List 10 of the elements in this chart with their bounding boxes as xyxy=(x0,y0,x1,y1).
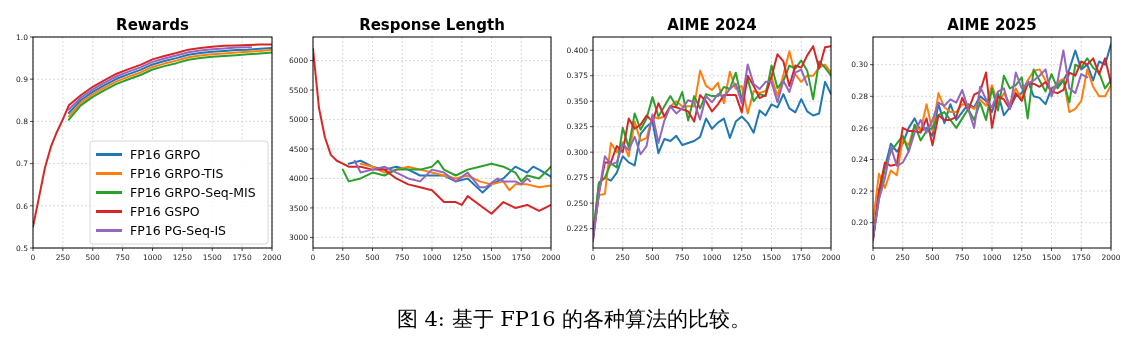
title: AIME 2024 xyxy=(667,16,757,34)
caption: 图 4: 基于 FP16 的各种算法的比较。 xyxy=(396,307,752,331)
title: Response Length xyxy=(359,16,505,34)
title: Rewards xyxy=(116,16,189,34)
legend-label: FP16 GRPO xyxy=(130,147,201,162)
legend-label: FP16 GSPO xyxy=(130,204,200,219)
legend-label: FP16 PG-Seq-IS xyxy=(130,223,227,238)
legend-label: FP16 GRPO-Seq-MIS xyxy=(130,185,256,200)
legend-label: FP16 GRPO-TIS xyxy=(130,166,224,181)
title: AIME 2025 xyxy=(947,16,1037,34)
